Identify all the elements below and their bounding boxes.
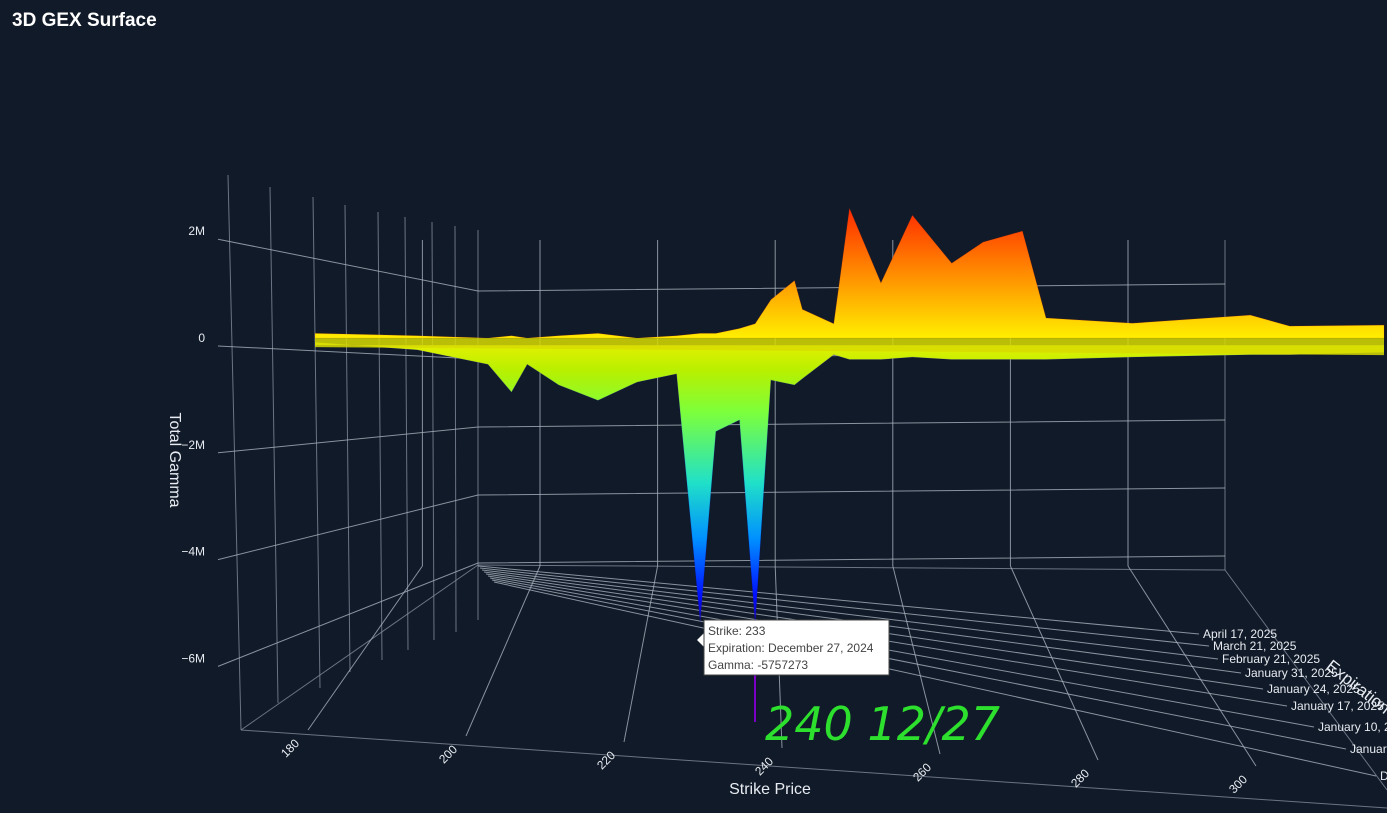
tooltip: Strike: 233 Expiration: December 27, 202…: [697, 619, 890, 676]
y-tick-label: January 24, 2025: [1267, 682, 1360, 696]
floor-edge: [240, 729, 1387, 809]
tooltip-pointer: [697, 632, 705, 648]
tooltip-box: [703, 619, 890, 676]
grid-line: [489, 577, 1315, 728]
grid-line: [217, 555, 1226, 667]
floor-right: [1224, 569, 1387, 791]
wall-line: [377, 211, 383, 661]
floor-left: [240, 564, 479, 731]
surface-area: [314, 341, 1385, 624]
tooltip-line: Gamma: -5757273: [708, 658, 808, 672]
y-tick-label: January 10, 2025: [1318, 720, 1387, 734]
z-tick-label: −4M: [181, 545, 205, 559]
z-tick-label: −2M: [181, 438, 205, 452]
z-tick-label: 2M: [188, 224, 205, 238]
grid-line: [465, 565, 541, 737]
y-tick-label: March 21, 2025: [1213, 639, 1297, 653]
grid-line: [217, 487, 1226, 561]
surface: [314, 206, 1385, 624]
grid-line: [217, 419, 1226, 454]
wall-line: [404, 216, 409, 651]
y-tick-label: January 17, 2025: [1291, 699, 1384, 713]
floor-back: [477, 564, 1226, 571]
annotation: 240 12/27: [765, 697, 1000, 751]
wall-line: [269, 186, 279, 704]
x-tick-label: 300: [1226, 772, 1250, 796]
grid-line: [481, 569, 1219, 660]
y-tick-label: April 17, 2025: [1203, 627, 1277, 641]
grid-line: [307, 565, 423, 731]
grid-line: [892, 565, 941, 755]
surface-area: [314, 206, 1385, 339]
page-title: 3D GEX Surface: [12, 10, 157, 31]
z-tick-label: −6M: [181, 651, 205, 665]
grid-line: [1009, 565, 1099, 761]
wireframe: [227, 174, 1387, 809]
y-tick-label: January 3, 2025: [1350, 742, 1387, 756]
x-tick-label: 220: [594, 748, 618, 772]
wall-line: [312, 196, 321, 689]
grid-line: [479, 567, 1210, 647]
wall-line: [227, 174, 242, 731]
y-tick-label: February 21, 2025: [1222, 652, 1320, 666]
tooltip-line: Strike: 233: [708, 624, 766, 638]
z-tick-label: 0: [198, 331, 205, 345]
y-tick-label: January 31, 2025: [1245, 666, 1338, 680]
y-tick-label: December 27, 2024: [1380, 769, 1387, 783]
x-tick-label: 260: [910, 760, 934, 784]
z-axis-title: Total Gamma: [166, 412, 183, 507]
grid-line: [623, 565, 659, 743]
grid-line: [491, 579, 1347, 750]
x-axis-title: Strike Price: [729, 781, 811, 798]
grid-line: [217, 238, 1226, 292]
x-tick-label: 240: [752, 754, 776, 778]
surface-band: [315, 338, 1384, 356]
grid-line: [493, 581, 1377, 777]
tooltip-line: Expiration: December 27, 2024: [708, 641, 874, 655]
grid-line: [477, 565, 1200, 635]
x-tick-label: 200: [436, 742, 460, 766]
wall-line: [344, 204, 351, 673]
x-tick-label: 180: [278, 736, 302, 760]
